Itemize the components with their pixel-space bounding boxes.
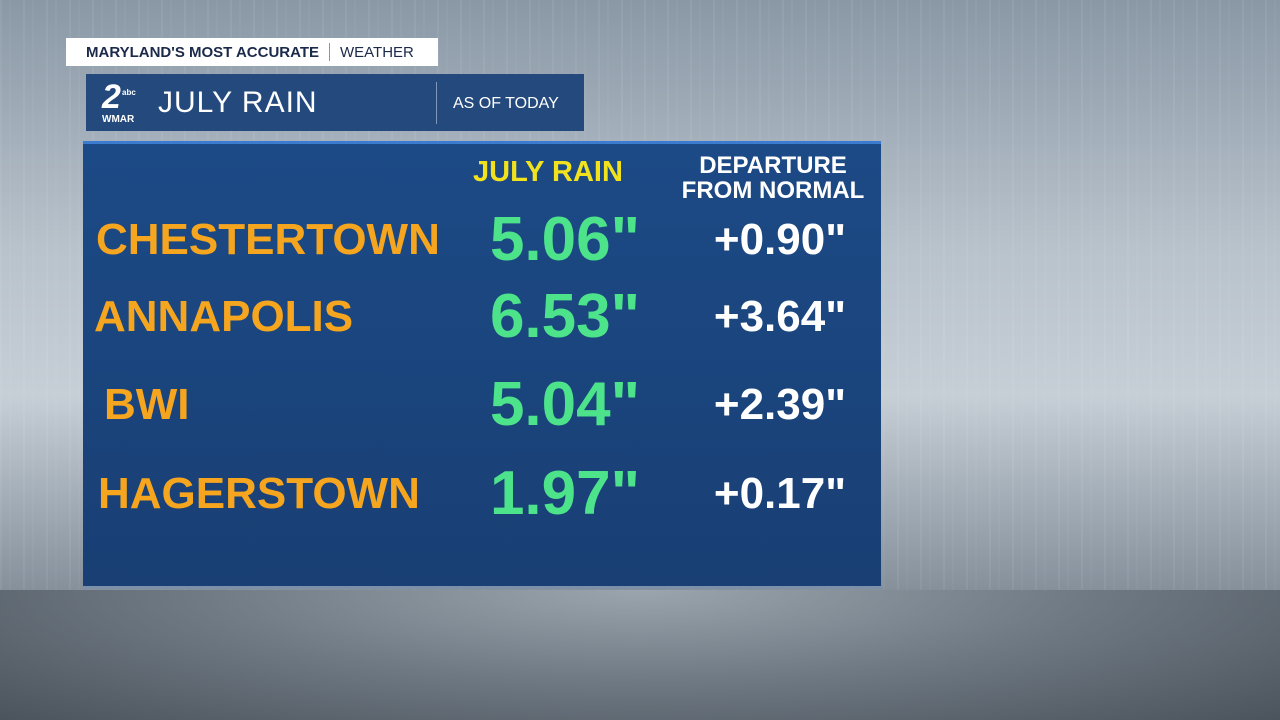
place-name: ANNAPOLIS — [94, 292, 354, 341]
subtitle: AS OF TODAY — [453, 95, 559, 112]
title-bar: 2 abc WMAR JULY RAIN AS OF TODAY — [86, 74, 584, 131]
separator — [329, 43, 330, 61]
place-name: CHESTERTOWN — [96, 215, 440, 264]
departure-value: +0.17" — [713, 469, 847, 518]
departure-value: +0.90" — [713, 215, 847, 264]
table-panel: JULY RAIN DEPARTURE FROM NORMAL CHESTERT… — [83, 141, 881, 586]
rain-value: 6.53" — [489, 282, 641, 351]
rain-value: 1.97" — [489, 459, 641, 528]
departure-value: +2.39" — [713, 380, 847, 429]
rain-value: 5.06" — [489, 205, 641, 274]
title: JULY RAIN — [158, 86, 318, 119]
place-name: HAGERSTOWN — [98, 469, 420, 518]
logo-network: abc — [122, 88, 136, 97]
rain-value: 5.04" — [489, 370, 641, 439]
section: WEATHER — [340, 43, 414, 61]
logo-station: WMAR — [102, 114, 135, 125]
place-name: BWI — [104, 380, 190, 429]
logo-number: 2 — [102, 78, 121, 116]
column-header: DEPARTURE FROM NORMAL — [681, 152, 865, 204]
brand: MARYLAND'S MOST ACCURATE — [86, 43, 319, 61]
ground — [0, 590, 1280, 720]
banner: MARYLAND'S MOST ACCURATE WEATHER — [66, 38, 438, 66]
separator — [436, 82, 437, 124]
column-header: JULY RAIN — [473, 156, 623, 188]
departure-value: +3.64" — [713, 292, 847, 341]
